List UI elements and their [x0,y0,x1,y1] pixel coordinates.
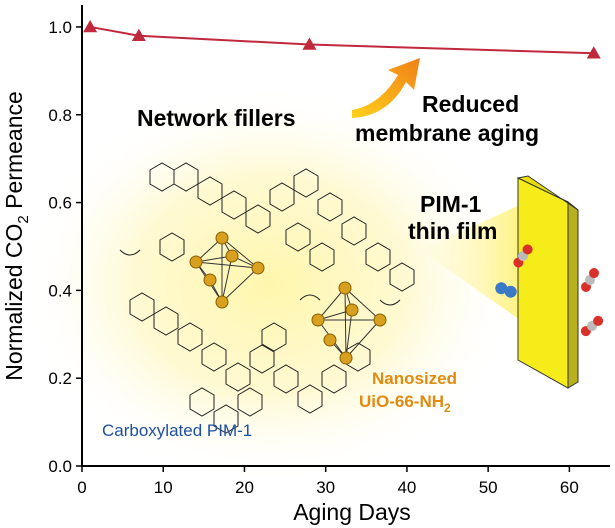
ticks: 0 10 20 30 40 50 60 0.0 0.2 0.4 0.6 0.8 1.0 [48,18,578,497]
thin-film [516,175,579,389]
y-tick-label: 1.0 [48,18,72,37]
y-axis-title-part2: Permeance [1,91,27,215]
x-tick-label: 0 [77,478,86,497]
x-tick-label: 60 [560,478,579,497]
co2-molecule-icon [513,244,533,268]
y-tick-label: 0.8 [48,106,72,125]
annotation-pim-line2: thin film [408,218,497,244]
annotation-pim-line1: PIM-1 [420,191,482,217]
annotation-uio-main: UiO-66-NH [359,392,444,411]
x-tick-label: 30 [316,478,335,497]
y-tick-label: 0.2 [48,369,72,388]
series-layer [83,19,601,59]
data-point [83,19,98,33]
annotation-uio-sub: 2 [444,401,451,415]
annotation-uio: UiO-66-NH2 [359,392,451,415]
annotation-nanosized: Nanosized [372,369,457,388]
x-tick-label: 40 [397,478,416,497]
x-axis-title: Aging Days [293,499,411,525]
co2-molecule-icon [581,268,599,292]
illustration: Network fillers Reduced membrane aging P… [20,58,604,485]
annotation-reduced-line2: membrane aging [355,120,539,146]
metal-nodes [311,281,387,365]
metal-nodes [189,231,265,309]
axes [81,5,610,467]
glow-background [20,85,520,485]
x-tick-label: 50 [479,478,498,497]
n2-molecule-icon [495,282,517,298]
co2-molecule-icon [580,315,604,337]
x-tick-label: 20 [235,478,254,497]
y-tick-label: 0.6 [48,194,72,213]
glow-cone [420,205,520,320]
molecule-drawing [119,162,415,434]
y-tick-label: 0.0 [48,457,72,476]
annotation-network-fillers: Network fillers [137,105,296,131]
y-axis-title: Normalized CO2 Permeance [1,91,32,381]
annotation-carboxylated: Carboxylated PIM-1 [102,421,252,440]
y-axis-title-part1: Normalized CO [1,224,27,381]
series-line [89,25,594,55]
data-point [302,37,317,50]
x-tick-label: 10 [154,478,173,497]
data-point [131,28,146,41]
curved-arrow-icon [352,58,420,118]
y-tick-label: 0.4 [48,281,72,300]
annotation-reduced-line1: Reduced [422,91,519,117]
data-point [586,46,601,59]
y-axis-title-sub: 2 [15,215,32,223]
